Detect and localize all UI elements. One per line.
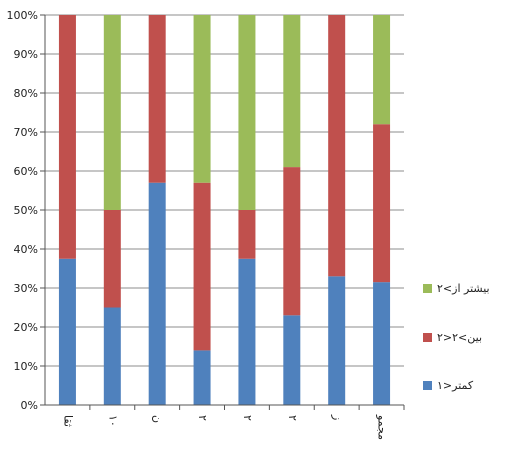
bar-segment	[238, 15, 256, 210]
y-tick-label: 100%	[7, 9, 38, 22]
legend-label: ۱>کمتر	[437, 379, 474, 392]
y-tick-label: 50%	[14, 204, 38, 217]
bar-segment	[283, 15, 301, 168]
y-tick-label: 60%	[14, 165, 38, 178]
x-tick-label: ثقا	[61, 415, 74, 427]
x-tick-label: ۲	[241, 415, 254, 421]
x-axis: ثقا ۱۰ ن ۲ ۲ ۲ ز مجمو	[45, 404, 405, 440]
y-tick-label: 30%	[14, 282, 38, 295]
bar-segment	[373, 15, 391, 125]
legend: بیشتر از>۲ ۲>بین>۲ ۱>کمتر	[423, 282, 490, 392]
x-tick-label: ۱۰	[106, 415, 119, 427]
x-tick-label: ۲	[286, 415, 299, 421]
legend-label: بیشتر از>۲	[437, 282, 490, 295]
y-tick-label: 80%	[14, 87, 38, 100]
y-tick-label: 90%	[14, 48, 38, 61]
bar-segment	[193, 15, 211, 183]
bar-segment	[58, 15, 76, 259]
bar-segment	[103, 307, 121, 405]
y-tick-label: 20%	[14, 321, 38, 334]
y-tick-label: 70%	[14, 126, 38, 139]
bar-segment	[373, 124, 391, 283]
x-tick-label: ن	[151, 415, 164, 423]
bar-segment	[148, 15, 166, 183]
x-tick-label: مجمو	[376, 414, 389, 440]
bars	[58, 15, 391, 405]
y-tick-label: 40%	[14, 243, 38, 256]
legend-label: ۲>بین>۲	[437, 331, 482, 344]
bar-segment	[193, 182, 211, 351]
y-tick-label: 0%	[21, 399, 38, 412]
legend-swatch	[423, 381, 432, 390]
y-tick-label: 10%	[14, 360, 38, 373]
bar-segment	[103, 15, 121, 210]
grid-lines	[45, 14, 404, 406]
bar-segment	[283, 167, 301, 316]
x-tick-label: ز	[331, 414, 344, 420]
bar-segment	[328, 276, 346, 405]
bar-segment	[103, 210, 121, 308]
bar-segment	[283, 315, 301, 405]
x-tick-label: ۲	[196, 415, 209, 421]
y-axis: 0% 10% 20% 30% 40% 50% 60% 70% 80% 90% 100%	[7, 9, 46, 412]
bar-segment	[58, 258, 76, 405]
bar-segment	[193, 350, 211, 405]
bar-segment	[373, 282, 391, 405]
bar-segment	[238, 258, 256, 405]
bar-segment	[148, 182, 166, 405]
bar-segment	[328, 15, 346, 277]
legend-swatch	[423, 333, 432, 342]
legend-swatch	[423, 284, 432, 293]
bar-segment	[238, 210, 256, 259]
